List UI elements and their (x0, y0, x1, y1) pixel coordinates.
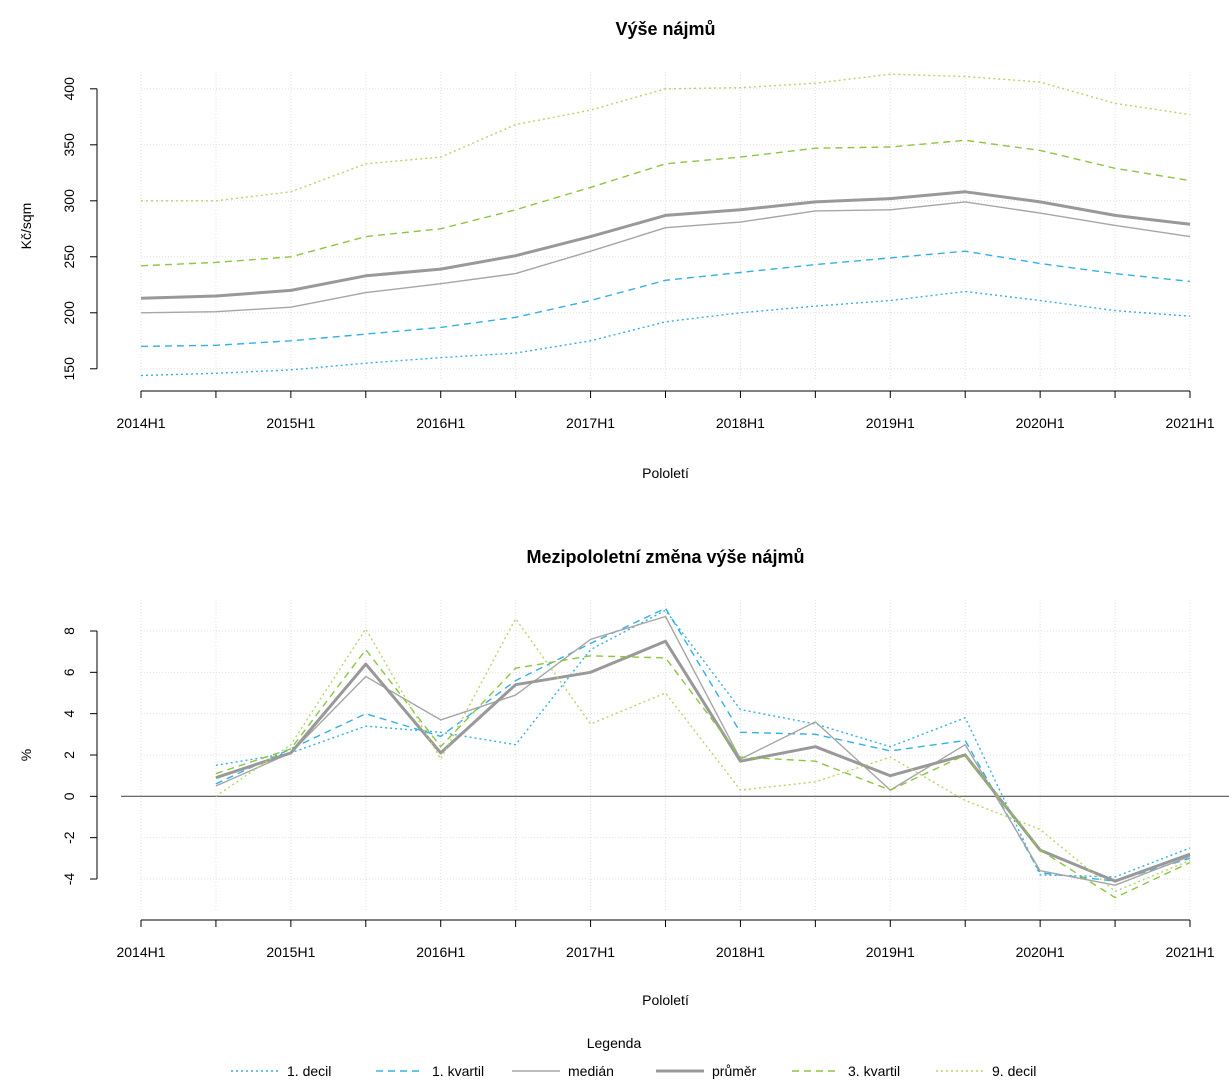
panel-2-series-line-2 (215, 607, 1191, 882)
panel-1-y-tick-label: 350 (61, 133, 77, 157)
legend-title: Legenda (587, 1035, 642, 1051)
panel-1-x-tick-label: 2021H1 (1165, 415, 1214, 431)
panel-2-y-tick-label: 4 (61, 710, 77, 718)
panel-2-x-tick-label: 2017H1 (566, 944, 615, 960)
panel-1-title: Výše nájmů (615, 19, 715, 39)
panel-1-x-tick-label: 2016H1 (416, 415, 465, 431)
panel-2-series-line-3 (215, 615, 1191, 886)
panel-1-series-line-4 (140, 190, 1191, 300)
panel-1-series-line-2 (140, 250, 1191, 348)
legend-label-5: 3. kvartil (848, 1063, 900, 1079)
panel-1-series-line-1 (140, 290, 1191, 377)
panel-2-series-line-5 (215, 648, 1191, 899)
legend-label-2: 1. kvartil (432, 1063, 484, 1079)
panel-2-y-tick-label: -2 (61, 831, 77, 844)
panel-2-x-tick-label: 2014H1 (116, 944, 165, 960)
panel-2-y-tick-label: 8 (61, 627, 77, 635)
panel-2-series-line-1 (215, 609, 1191, 878)
panel-1-x-axis-label: Pololetí (642, 465, 689, 481)
panel-2-y-tick-label: 6 (61, 668, 77, 676)
panel-1-series-line-5 (140, 139, 1191, 267)
panel-1-x-tick-label: 2018H1 (716, 415, 765, 431)
panel-1-x-tick-label: 2015H1 (266, 415, 315, 431)
panel-1-y-tick-label: 300 (61, 189, 77, 213)
panel-2-x-tick-label: 2020H1 (1016, 944, 1065, 960)
panel-2-x-tick-label: 2016H1 (416, 944, 465, 960)
panel-1-series-line-6 (141, 73, 1191, 202)
panel-1-x-tick-label: 2017H1 (566, 415, 615, 431)
panel-2-x-tick-label: 2015H1 (266, 944, 315, 960)
panel-1-y-tick-label: 250 (61, 245, 77, 269)
panel-2-title: Mezipololetní změna výše nájmů (526, 547, 804, 567)
legend-label-4: průměr (712, 1063, 757, 1079)
panel-2-y-tick-label: 2 (61, 751, 77, 759)
legend-label-1: 1. decil (287, 1063, 331, 1079)
panel-1-y-tick-label: 150 (61, 357, 77, 381)
legend-label-3: medián (568, 1063, 614, 1079)
panel-2-series-line-6 (215, 617, 1191, 893)
panel-2-series-line-4 (215, 639, 1191, 883)
panel-2-x-tick-label: 2018H1 (716, 944, 765, 960)
panel-1-x-tick-label: 2014H1 (116, 415, 165, 431)
panel-2-x-axis-label: Pololetí (642, 992, 689, 1008)
panel-2-x-tick-label: 2019H1 (866, 944, 915, 960)
panel-1-x-tick-label: 2020H1 (1016, 415, 1065, 431)
panel-2-y-tick-label: -4 (61, 873, 77, 886)
legend-label-6: 9. decil (992, 1063, 1036, 1079)
panel-2-y-axis-label: % (18, 749, 34, 761)
panel-2-x-tick-label: 2021H1 (1165, 944, 1214, 960)
panel-1-series-line-3 (140, 201, 1191, 314)
panel-1-y-tick-label: 400 (61, 77, 77, 101)
panel-1-y-tick-label: 200 (61, 301, 77, 325)
panel-1-y-axis-label: Kč/sqm (18, 203, 34, 250)
panel-2-y-tick-label: 0 (61, 792, 77, 800)
panel-1-x-tick-label: 2019H1 (866, 415, 915, 431)
